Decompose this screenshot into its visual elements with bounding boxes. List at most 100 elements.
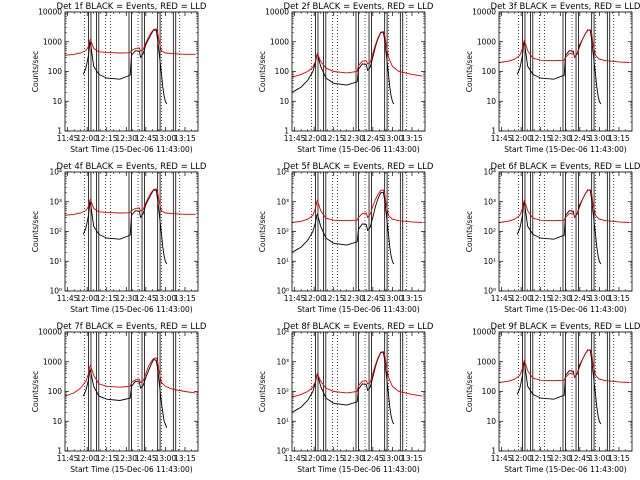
x-tick-label: 12:00 (303, 134, 325, 143)
y-tick-label: 10⁴ (276, 168, 289, 177)
y-tick-label: 10² (276, 387, 289, 396)
panel-7: Det 7f BLACK = Events, RED = LLD Counts/s… (31, 322, 207, 474)
x-tick-label: 12:00 (510, 134, 532, 143)
x-tick-label: 12:15 (96, 294, 118, 303)
y-tick-label: 100 (482, 387, 497, 396)
x-tick-label: 11:45 (57, 294, 79, 303)
lld-series (498, 29, 630, 63)
y-tick-label: 10⁴ (49, 168, 62, 177)
x-tick-label: 12:00 (303, 454, 325, 463)
lld-series (498, 349, 630, 383)
x-tick-label: 11:45 (491, 294, 513, 303)
x-tick-label: 13:00 (382, 134, 404, 143)
x-tick-label: 12:45 (135, 454, 157, 463)
y-tick-label: 10⁴ (276, 328, 289, 337)
x-tick-label: 13:15 (174, 294, 196, 303)
y-tick-label: 10000 (38, 8, 62, 17)
y-tick-label: 10⁰ (276, 447, 289, 456)
y-axis-label: Counts/sec (31, 51, 40, 92)
y-tick-label: 10³ (483, 197, 496, 206)
x-tick-label: 12:45 (569, 454, 591, 463)
y-axis-label: Counts/sec (465, 51, 474, 92)
y-tick-label: 100 (275, 67, 290, 76)
x-tick-label: 13:15 (401, 134, 423, 143)
y-tick-label: 10¹ (483, 257, 496, 266)
y-tick-label: 100 (48, 67, 63, 76)
x-tick-label: 12:30 (115, 134, 137, 143)
y-tick-label: 1 (284, 127, 289, 136)
y-tick-label: 100 (482, 67, 497, 76)
x-tick-label: 13:00 (589, 134, 611, 143)
lld-series (498, 189, 630, 223)
y-tick-label: 10² (276, 227, 289, 236)
x-tick-label: 13:15 (608, 454, 630, 463)
panel-2: Det 2f BLACK = Events, RED = LLD Counts/s… (258, 2, 434, 154)
panel-6: Det 6f BLACK = Events, RED = LLD Counts/s… (465, 162, 640, 314)
y-tick-label: 10¹ (49, 257, 62, 266)
y-tick-label: 1000 (477, 357, 496, 366)
y-tick-label: 10⁰ (483, 287, 496, 296)
x-tick-label: 12:15 (530, 294, 552, 303)
x-tick-label: 13:00 (155, 294, 177, 303)
panel-9: Det 9f BLACK = Events, RED = LLD Counts/s… (465, 322, 640, 474)
y-tick-label: 1 (57, 127, 62, 136)
x-tick-label: 12:45 (362, 294, 384, 303)
x-tick-label: 11:45 (284, 294, 306, 303)
lld-series (64, 357, 196, 397)
y-tick-label: 10 (279, 97, 289, 106)
events-series (291, 351, 395, 425)
y-tick-label: 10³ (276, 357, 289, 366)
x-tick-label: 11:45 (491, 454, 513, 463)
x-tick-label: 11:45 (284, 454, 306, 463)
x-tick-label: 12:00 (303, 294, 325, 303)
x-axis-label: Start Time (15-Dec-06 11:43:00) (297, 465, 419, 474)
events-series (516, 29, 602, 105)
lld-series (291, 31, 423, 78)
x-tick-label: 12:15 (323, 134, 345, 143)
y-tick-label: 1000 (43, 357, 62, 366)
x-tick-label: 12:30 (342, 294, 364, 303)
x-tick-label: 13:15 (174, 454, 196, 463)
x-tick-label: 13:00 (382, 454, 404, 463)
x-tick-label: 13:00 (589, 454, 611, 463)
y-axis-label: Counts/sec (465, 371, 474, 412)
x-tick-label: 12:00 (76, 134, 98, 143)
panel-title: Det 3f BLACK = Events, RED = LLD (491, 2, 640, 12)
y-tick-label: 10¹ (276, 257, 289, 266)
panel-title: Det 2f BLACK = Events, RED = LLD (284, 2, 434, 12)
lld-series (291, 189, 423, 223)
events-series (291, 191, 395, 265)
x-tick-label: 12:00 (76, 294, 98, 303)
y-tick-label: 1 (491, 127, 496, 136)
y-tick-label: 10³ (276, 197, 289, 206)
x-tick-label: 13:15 (608, 134, 630, 143)
y-axis-label: Counts/sec (258, 51, 267, 92)
panel-title: Det 5f BLACK = Events, RED = LLD (284, 162, 434, 172)
panel-3: Det 3f BLACK = Events, RED = LLD Counts/s… (465, 2, 640, 154)
x-tick-label: 11:45 (491, 134, 513, 143)
y-tick-label: 1000 (43, 37, 62, 46)
panel-title: Det 6f BLACK = Events, RED = LLD (491, 162, 640, 172)
panel-title: Det 4f BLACK = Events, RED = LLD (57, 162, 207, 172)
lld-series (64, 188, 196, 216)
y-tick-label: 10¹ (276, 417, 289, 426)
y-tick-label: 100 (48, 387, 63, 396)
x-tick-label: 12:45 (135, 294, 157, 303)
x-axis-label: Start Time (15-Dec-06 11:43:00) (504, 465, 626, 474)
x-tick-label: 12:15 (323, 454, 345, 463)
events-series (82, 29, 168, 105)
x-tick-label: 12:30 (549, 454, 571, 463)
x-axis-label: Start Time (15-Dec-06 11:43:00) (504, 305, 626, 314)
x-tick-label: 13:00 (589, 294, 611, 303)
x-tick-label: 12:15 (530, 454, 552, 463)
y-tick-label: 10 (486, 97, 496, 106)
x-tick-label: 12:30 (549, 134, 571, 143)
x-axis-label: Start Time (15-Dec-06 11:43:00) (297, 305, 419, 314)
panel-5: Det 5f BLACK = Events, RED = LLD Counts/s… (258, 162, 434, 314)
y-tick-label: 10000 (472, 8, 496, 17)
y-tick-label: 1 (57, 447, 62, 456)
x-tick-label: 12:30 (342, 454, 364, 463)
y-axis-label: Counts/sec (465, 211, 474, 252)
y-tick-label: 1000 (477, 37, 496, 46)
x-axis-label: Start Time (15-Dec-06 11:43:00) (70, 145, 192, 154)
